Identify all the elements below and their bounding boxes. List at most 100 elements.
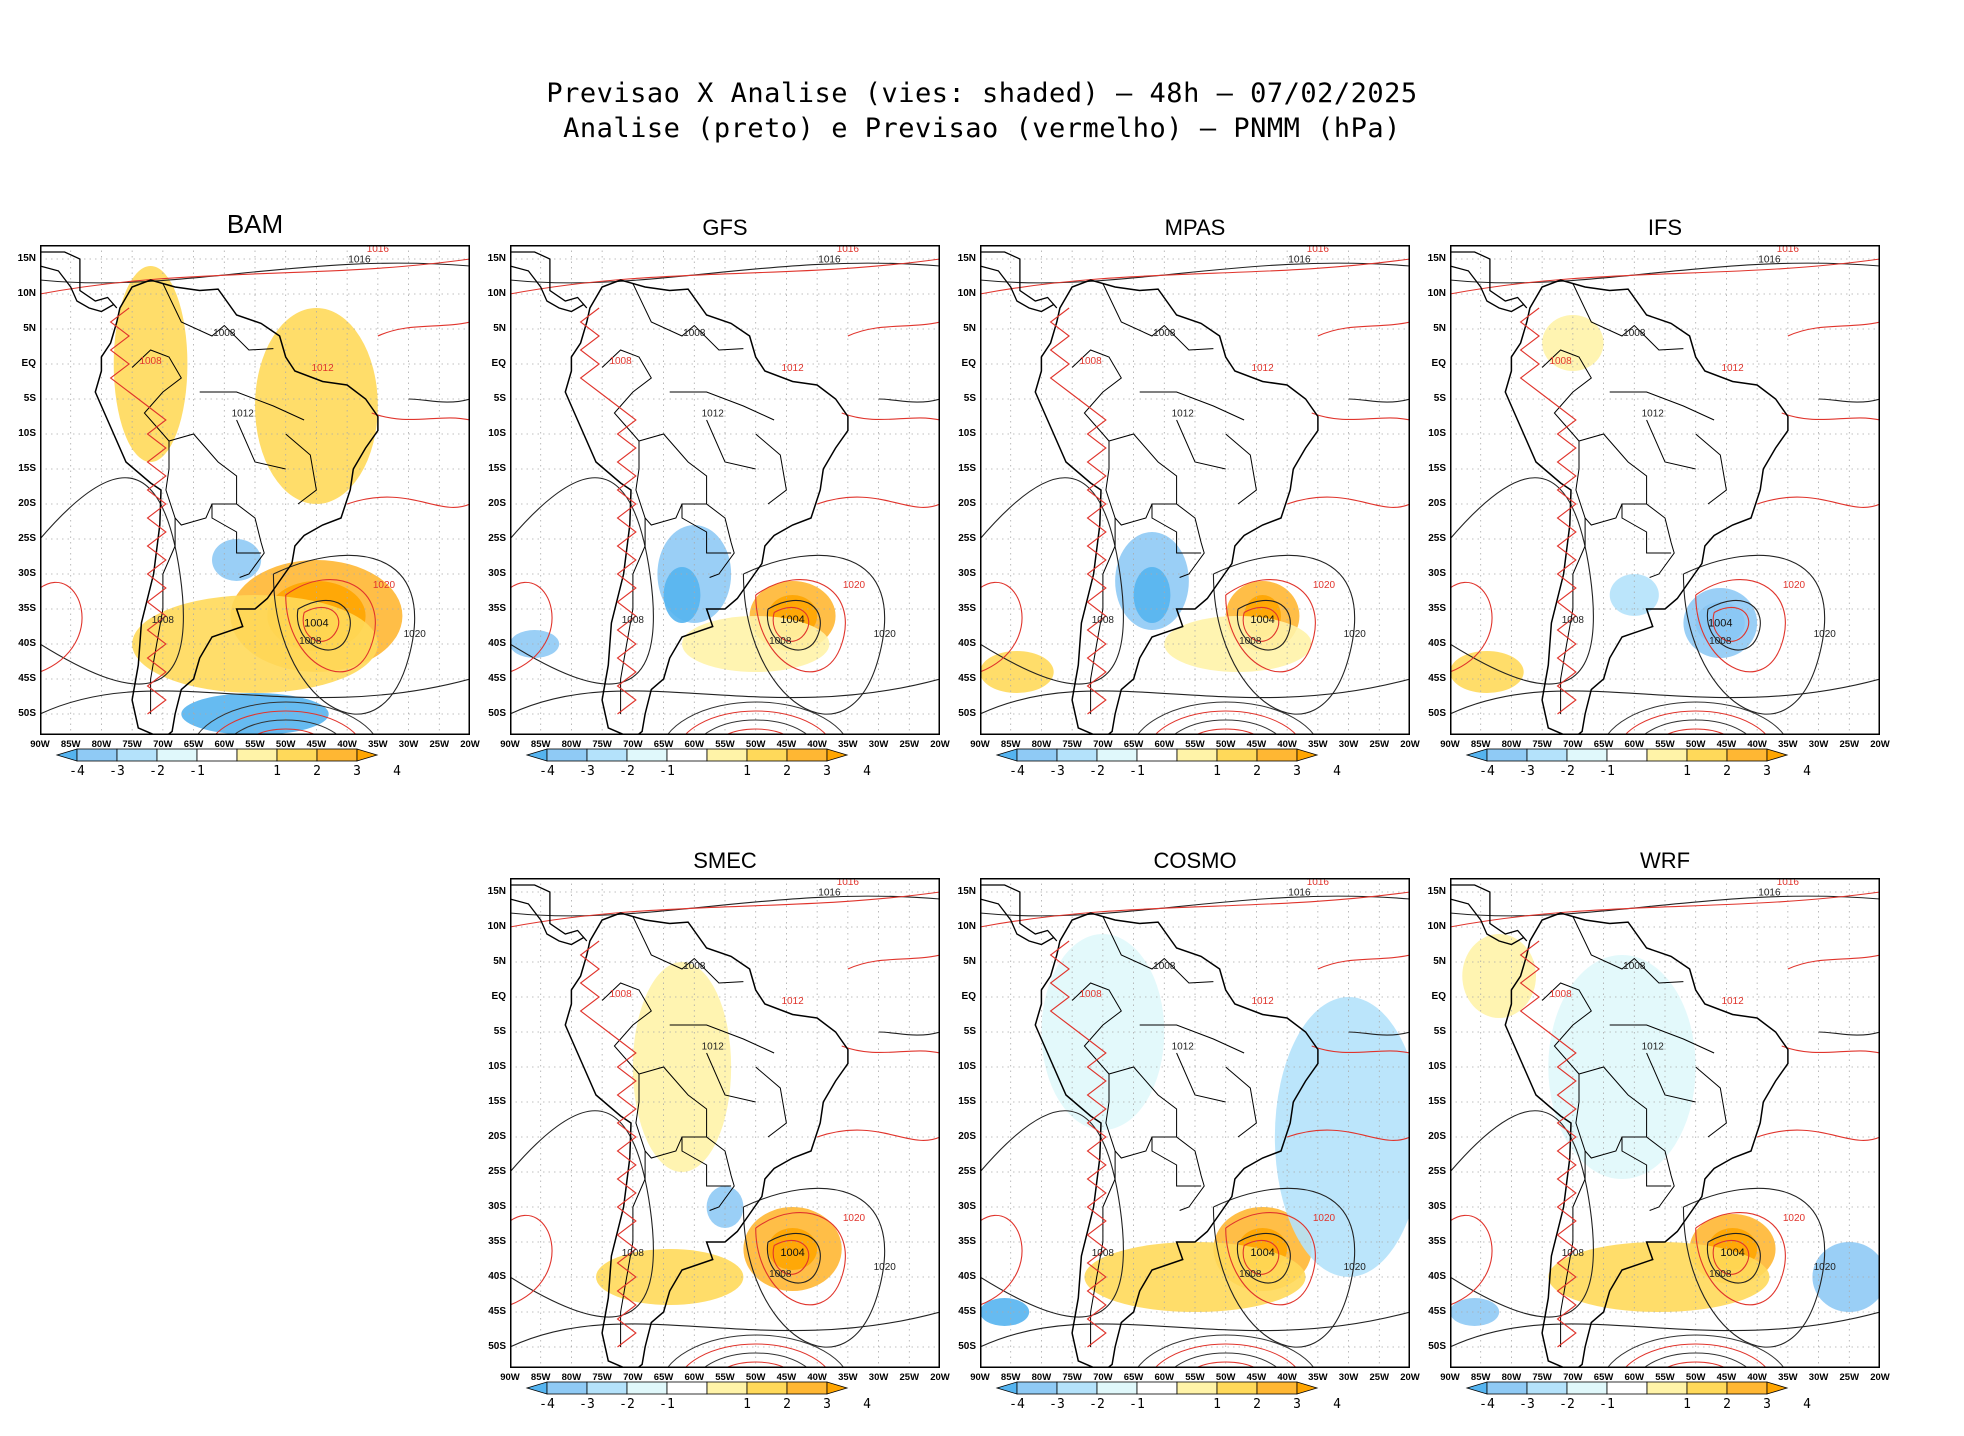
andes-forecast-isobar bbox=[579, 940, 637, 1348]
lon-tick-label: 30W bbox=[1338, 1372, 1359, 1383]
southern-low-isobar bbox=[1642, 719, 1749, 735]
low-pressure-value-label: 1004 bbox=[1708, 618, 1732, 630]
low-pressure-value-label: 1004 bbox=[1720, 1247, 1744, 1259]
southern-low-isobar bbox=[684, 710, 828, 735]
lat-tick-label: 20S bbox=[488, 498, 506, 509]
forecast-isobar bbox=[1317, 954, 1410, 970]
bias-shading-area bbox=[980, 651, 1054, 693]
colorbar-segment bbox=[1566, 1381, 1608, 1395]
lon-tick-label: 70W bbox=[1093, 739, 1113, 750]
lon-tick-label: 20W bbox=[1870, 739, 1890, 750]
lon-tick-label: 60W bbox=[1624, 739, 1645, 750]
lon-tick-label: 50W bbox=[1685, 739, 1706, 750]
lat-tick-label: 15S bbox=[958, 463, 976, 474]
analysis-isobar bbox=[1450, 477, 1594, 685]
forecast-isobar bbox=[847, 954, 940, 970]
forecast-isobar bbox=[1286, 496, 1410, 508]
forecast-isobar bbox=[1242, 606, 1280, 642]
bias-shading-area bbox=[1164, 616, 1312, 672]
isobar-value-label: 1008 bbox=[1709, 636, 1732, 647]
colorbar-segment bbox=[1096, 748, 1138, 762]
lon-tick-label: 40W bbox=[1277, 739, 1297, 750]
isobar-value-label: 1008 bbox=[139, 356, 162, 367]
isobar-value-label: 1008 bbox=[683, 328, 706, 339]
lat-tick-label: 5S bbox=[963, 1026, 976, 1037]
country-border bbox=[632, 916, 744, 984]
lat-tick-label: 40S bbox=[488, 1271, 506, 1282]
lon-tick-label: 45W bbox=[1246, 1372, 1267, 1383]
colorbar-arrow-left bbox=[995, 1381, 1018, 1395]
lon-tick-label: 30W bbox=[868, 739, 889, 750]
colorbar-arrow-left bbox=[1465, 1381, 1488, 1395]
lon-tick-label: 75W bbox=[122, 739, 142, 750]
panel-title-smec: SMEC bbox=[693, 848, 757, 873]
lon-tick-label: 65W bbox=[1593, 739, 1614, 750]
lon-tick-label: 35W bbox=[838, 1372, 858, 1383]
analysis-isobar bbox=[766, 1232, 821, 1284]
forecast-isobar bbox=[841, 1045, 940, 1054]
lat-tick-label: 5N bbox=[493, 323, 506, 334]
lon-tick-label: 75W bbox=[592, 739, 612, 750]
colorbar-segment bbox=[1216, 1381, 1258, 1395]
forecast-isobar bbox=[510, 891, 940, 928]
map-panel-smec: SMEC 15N 10N 5N EQ 5S 10S 15S 20S 25S 30S 35S 40S 45S… bbox=[470, 848, 950, 1418]
lon-tick-label: 25W bbox=[429, 739, 450, 750]
lon-tick-label: 35W bbox=[1308, 1372, 1328, 1383]
lat-tick-label: 20S bbox=[1428, 1131, 1446, 1142]
lat-tick-label: 15S bbox=[18, 463, 36, 474]
colorbar-tick-label: 4 bbox=[393, 764, 401, 779]
country-border bbox=[1139, 391, 1245, 421]
analysis-isobar bbox=[1212, 554, 1356, 715]
colorbar-segment bbox=[626, 748, 668, 762]
lat-tick-label: 45S bbox=[488, 673, 506, 684]
southern-low-isobar bbox=[1606, 701, 1785, 735]
country-border bbox=[1225, 433, 1257, 505]
lat-tick-label: 10S bbox=[958, 1061, 976, 1072]
lat-tick-label: 40S bbox=[1428, 638, 1446, 649]
isobar-value-label: 1016 bbox=[1307, 245, 1330, 255]
colorbar-segment bbox=[1136, 748, 1178, 762]
map-panel-bam: BAM 15N 10N 5N EQ 5S 10S 15S 20S 25S 30S 35S 40S 45S 5… bbox=[0, 209, 480, 785]
analysis-isobar bbox=[408, 398, 470, 403]
lon-tick-label: 25W bbox=[899, 739, 920, 750]
colorbar-tick-label: -4 bbox=[69, 764, 85, 779]
lon-tick-label: 45W bbox=[1246, 739, 1267, 750]
country-border bbox=[211, 504, 262, 554]
lon-tick-label: 80W bbox=[1501, 1372, 1522, 1383]
colorbar-tick-label: -4 bbox=[1009, 764, 1025, 779]
colorbar-tick-label: 2 bbox=[1723, 1397, 1731, 1412]
country-border bbox=[601, 349, 652, 442]
colorbar-tick-label: 4 bbox=[863, 764, 871, 779]
lon-tick-label: 25W bbox=[1839, 1372, 1860, 1383]
lat-tick-label: 25S bbox=[18, 533, 36, 544]
colorbar-segment bbox=[1056, 1381, 1098, 1395]
colorbar-segment bbox=[706, 748, 748, 762]
lon-tick-label: 70W bbox=[1563, 739, 1583, 750]
country-border bbox=[1695, 433, 1727, 505]
map-frame bbox=[980, 878, 1410, 1368]
bias-shading-area bbox=[663, 567, 701, 623]
country-border bbox=[162, 283, 274, 351]
colorbar-segment bbox=[1486, 1381, 1528, 1395]
colorbar-tick-label: -1 bbox=[1129, 764, 1145, 779]
colorbar-segment bbox=[1726, 748, 1768, 762]
lon-tick-label: 35W bbox=[368, 739, 388, 750]
colorbar-tick-label: -4 bbox=[1479, 764, 1495, 779]
lat-tick-label: 25S bbox=[488, 533, 506, 544]
coastline-south-america bbox=[1504, 912, 1789, 1368]
lat-tick-label: 20S bbox=[18, 498, 36, 509]
colorbar-segment bbox=[1566, 748, 1608, 762]
map-panel-cosmo: COSMO 15N 10N 5N EQ 5S 10S 15S 20S 25S 30S 35S 40S 45… bbox=[940, 848, 1420, 1418]
forecast-isobar bbox=[40, 581, 83, 673]
analysis-isobar bbox=[510, 678, 940, 715]
colorbar-segment bbox=[116, 748, 158, 762]
lon-tick-label: 40W bbox=[1747, 1372, 1767, 1383]
colorbar-tick-label: 1 bbox=[1213, 1397, 1221, 1412]
southern-low-isobar bbox=[254, 728, 318, 735]
colorbar-tick-label: 2 bbox=[783, 764, 791, 779]
isobar-value-label: 1016 bbox=[818, 888, 841, 899]
colorbar-tick-label: -1 bbox=[189, 764, 205, 779]
lon-tick-label: 70W bbox=[623, 739, 643, 750]
colorbar-segment bbox=[1176, 748, 1218, 762]
